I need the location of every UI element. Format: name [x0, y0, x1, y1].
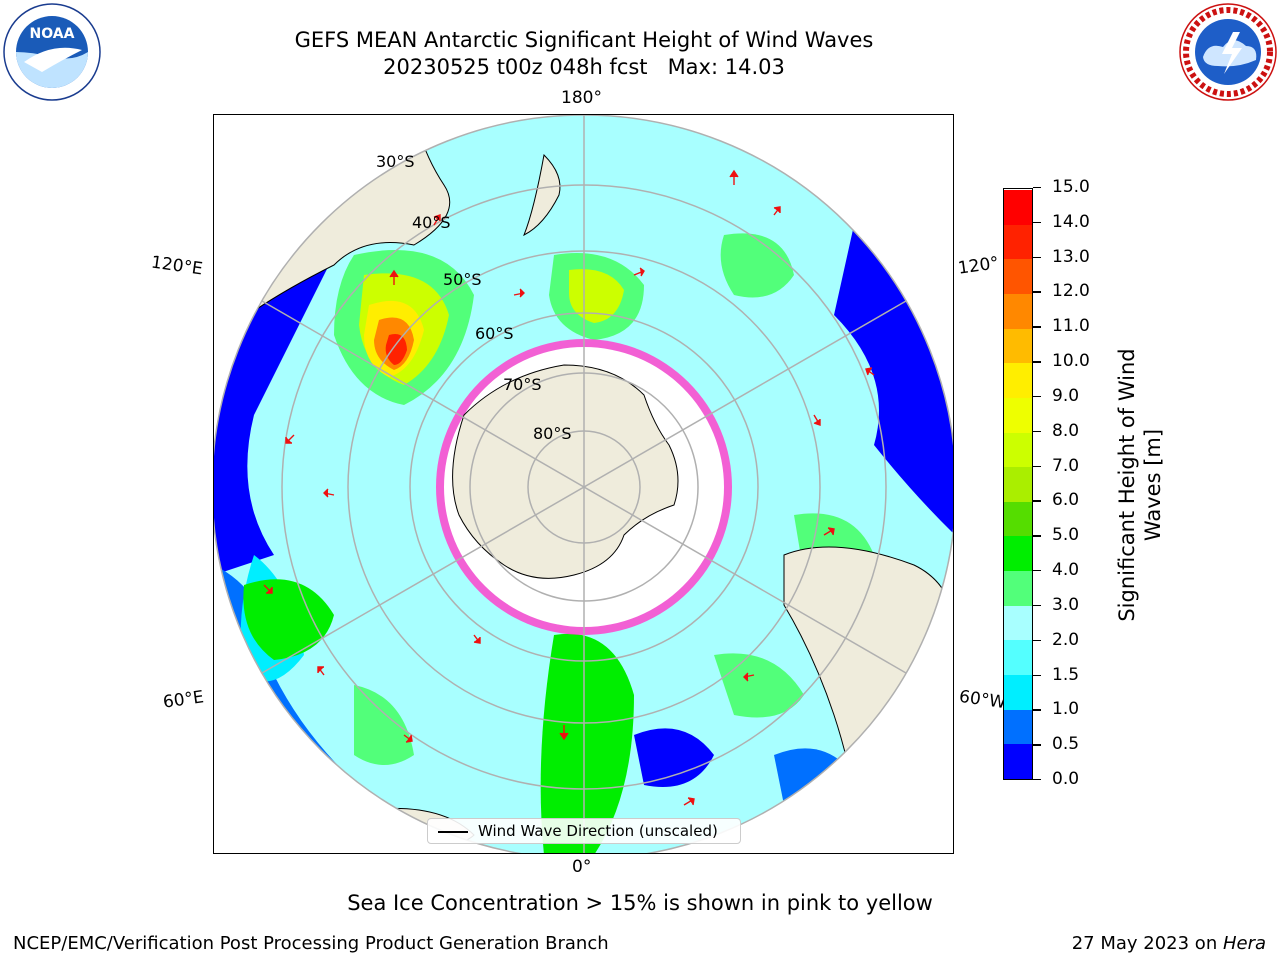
svg-text:NOAA: NOAA: [30, 26, 75, 42]
colorbar-tick-label: 13.0: [1052, 246, 1090, 267]
colorbar-tick: [1033, 395, 1041, 398]
colorbar-tick-label: 3.0: [1052, 594, 1080, 615]
colorbar-tick: [1033, 430, 1041, 433]
lat-label-60s: 60°S: [475, 324, 514, 343]
colorbar-tick-label: 1.0: [1052, 699, 1080, 720]
colorbar-segment: [1004, 674, 1032, 710]
colorbar-tick: [1033, 674, 1041, 676]
colorbar-title-line2: Waves [m]: [1141, 428, 1165, 542]
map-canvas: [214, 115, 953, 853]
colorbar-segment: [1004, 535, 1032, 572]
lat-label-50s: 50°S: [443, 270, 482, 289]
graticule: [214, 115, 953, 853]
land-antarctica: [452, 364, 679, 579]
colorbar-tick: [1033, 535, 1041, 537]
lat-label-80s: 80°S: [533, 424, 572, 443]
lat-label-70s: 70°S: [503, 375, 542, 394]
colorbar-segment: [1004, 743, 1032, 779]
chart-title: GEFS MEAN Antarctic Significant Height o…: [294, 28, 874, 52]
colorbar-tick: [1033, 639, 1041, 642]
footer-host: Hera: [1222, 933, 1266, 954]
colorbar-title: Significant Height of Wind Waves [m]: [1114, 325, 1166, 645]
colorbar-tick-label: 14.0: [1052, 211, 1090, 232]
colorbar-tick-label: 1.5: [1052, 664, 1080, 685]
colorbar-segment: [1004, 224, 1032, 260]
colorbar-segment: [1004, 570, 1032, 606]
colorbar-tick-label: 10.0: [1052, 351, 1090, 372]
colorbar-tick: [1033, 744, 1041, 746]
lon-label-120e: 120°E: [149, 252, 204, 280]
colorbar-segment: [1004, 293, 1032, 329]
colorbar-tick-label: 9.0: [1052, 385, 1080, 406]
colorbar-segment: [1004, 258, 1032, 294]
footer-date-text: 27 May 2023 on: [1071, 933, 1223, 954]
colorbar-tick-label: 0.0: [1052, 769, 1080, 789]
legend-label: Wind Wave Direction (unscaled): [478, 822, 718, 840]
nws-logo: [1179, 3, 1277, 101]
colorbar-segment: [1004, 397, 1032, 433]
lon-label-60w: 60°W: [957, 686, 1008, 714]
colorbar-tick-label: 12.0: [1052, 281, 1090, 302]
colorbar-tick-label: 6.0: [1052, 490, 1080, 511]
colorbar-tick-label: 15.0: [1052, 177, 1090, 197]
colorbar-segment: [1004, 466, 1032, 502]
colorbar-tick: [1033, 779, 1041, 781]
colorbar-tick: [1033, 221, 1041, 224]
colorbar-tick: [1033, 500, 1041, 502]
colorbar-segment: [1004, 605, 1032, 641]
colorbar-segment: [1004, 501, 1032, 537]
wave-low-east: [834, 225, 953, 535]
footer-credit: NCEP/EMC/Verification Post Processing Pr…: [13, 933, 609, 954]
colorbar-tick-label: 0.5: [1052, 734, 1080, 755]
chart-subtitle: 20230525 t00z 048h fcst Max: 14.03: [383, 55, 785, 79]
map-legend: Wind Wave Direction (unscaled): [427, 818, 741, 844]
footer-date: 27 May 2023 on Hera: [1072, 933, 1266, 954]
land-new-zealand: [523, 153, 561, 237]
lat-label-30s: 30°S: [376, 152, 415, 171]
colorbar-tick-label: 8.0: [1052, 420, 1080, 441]
colorbar-tick-label: 5.0: [1052, 525, 1080, 546]
colorbar-segment: [1004, 639, 1032, 676]
polar-map: [213, 114, 954, 854]
colorbar-tick-label: 2.0: [1052, 629, 1080, 650]
sea-ice-note: Sea Ice Concentration > 15% is shown in …: [347, 891, 933, 915]
colorbar-segment: [1004, 362, 1032, 398]
colorbar-segment: [1004, 709, 1032, 745]
wave-direction-arrows: [263, 169, 875, 806]
colorbar: [1003, 188, 1033, 780]
lon-label-120w: 120°: [956, 253, 1001, 279]
colorbar-segment: [1004, 328, 1032, 364]
colorbar-tick: [1033, 361, 1041, 363]
colorbar-tick: [1033, 570, 1041, 572]
lat-label-40s: 40°S: [412, 213, 451, 232]
lon-label-0: 0°: [572, 857, 592, 877]
noaa-logo: NOAA: [3, 3, 101, 101]
colorbar-title-line1: Significant Height of Wind: [1115, 348, 1139, 622]
legend-line-swatch: [438, 831, 468, 833]
colorbar-tick-label: 7.0: [1052, 455, 1080, 476]
wave-mod-southwest: [243, 579, 334, 660]
colorbar-segment: [1004, 432, 1032, 468]
wave-max-area: [385, 334, 407, 365]
colorbar-tick: [1033, 604, 1041, 607]
colorbar-tick: [1033, 256, 1041, 259]
colorbar-tick-label: 11.0: [1052, 316, 1090, 337]
lon-label-180: 180°: [561, 88, 602, 108]
colorbar-tick: [1033, 187, 1041, 189]
colorbar-tick-label: 4.0: [1052, 560, 1080, 581]
colorbar-segment: [1004, 189, 1032, 225]
colorbar-tick: [1033, 465, 1041, 467]
colorbar-tick: [1033, 709, 1041, 711]
lon-label-60e: 60°E: [161, 687, 206, 713]
colorbar-tick: [1033, 291, 1041, 293]
colorbar-tick: [1033, 326, 1041, 328]
wave-mod-south: [540, 633, 634, 853]
